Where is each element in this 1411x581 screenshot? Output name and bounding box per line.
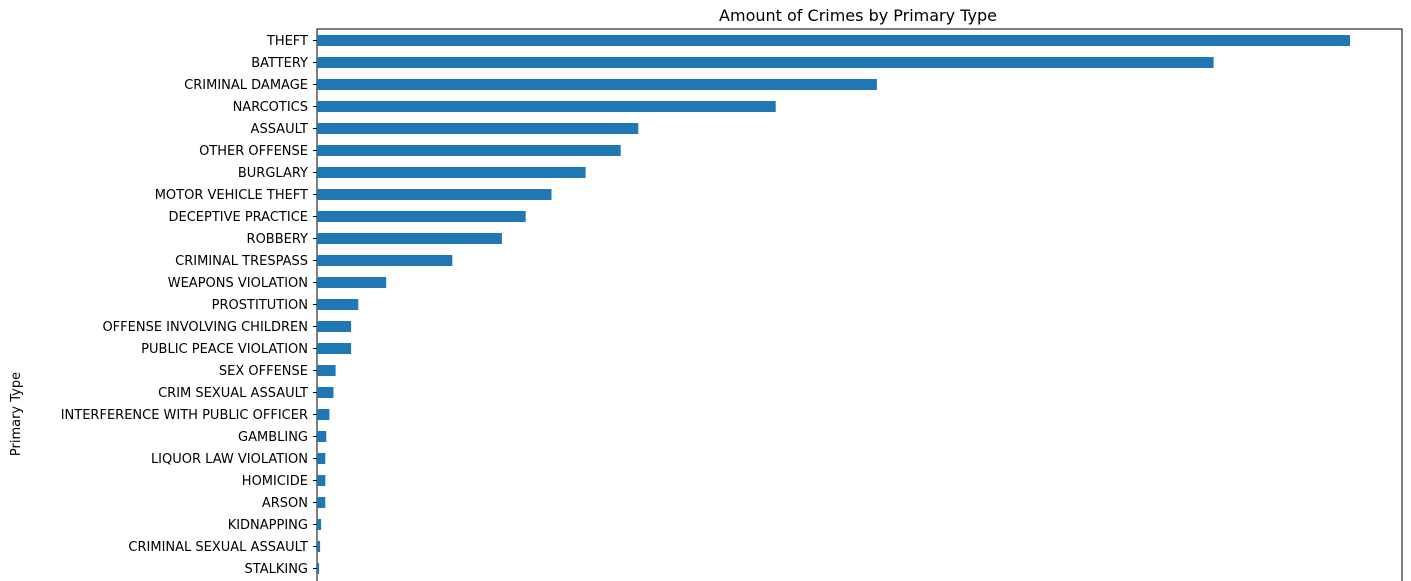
category-label: BURGLARY [238,166,308,181]
category-label: KIDNAPPING [228,518,308,533]
bar-kidnapping [317,519,322,530]
category-label: THEFT [266,34,308,49]
bar-criminal-sexual-assault [317,541,321,552]
bar-narcotics [317,101,776,112]
bar-criminal-damage [317,79,877,90]
category-label: ARSON [262,496,308,511]
bar-liquor-law-violation [317,453,326,464]
category-label: DECEPTIVE PRACTICE [168,210,308,225]
bar-public-peace-violation [317,343,352,354]
category-label: PUBLIC PEACE VIOLATION [141,342,308,357]
bar-robbery [317,233,502,244]
bar-deceptive-practice [317,211,526,222]
category-label: CRIM SEXUAL ASSAULT [158,386,308,401]
category-label: WEAPONS VIOLATION [168,276,308,291]
category-label: LIQUOR LAW VIOLATION [151,452,308,467]
bar-arson [317,497,326,508]
bar-crim-sexual-assault [317,387,334,398]
bar-criminal-trespass [317,255,453,266]
category-label: NARCOTICS [233,100,308,115]
bar-other-offense [317,145,621,156]
bar-homicide [317,475,326,486]
category-label: ASSAULT [251,122,308,137]
category-label: CRIMINAL SEXUAL ASSAULT [128,540,308,555]
category-label: CRIMINAL TRESPASS [175,254,308,269]
bar-interference-with-public-officer [317,409,330,420]
chart-title: Amount of Crimes by Primary Type [719,6,997,25]
bar-gambling [317,431,327,442]
bar-stalking [317,563,320,574]
bar-motor-vehicle-theft [317,189,552,200]
category-label: CRIMINAL DAMAGE [184,78,308,93]
bars-group [317,35,1350,574]
category-label: SEX OFFENSE [219,364,308,379]
bar-prostitution [317,299,359,310]
bar-sex-offense [317,365,336,376]
category-labels-group: THEFT BATTERY CRIMINAL DAMAGE NARCOTICS ASSA… [61,34,308,577]
bar-battery [317,57,1214,68]
category-label: OTHER OFFENSE [199,144,308,159]
y-ticks-group [313,40,317,569]
category-label: GAMBLING [238,430,308,445]
category-label: OFFENSE INVOLVING CHILDREN [102,320,308,335]
y-axis-label: Primary Type [9,372,24,456]
category-label: HOMICIDE [242,474,308,489]
bar-theft [317,35,1350,46]
category-label: PROSTITUTION [212,298,308,313]
category-label: ROBBERY [247,232,309,247]
bar-burglary [317,167,586,178]
category-label: STALKING [245,562,308,577]
category-label: INTERFERENCE WITH PUBLIC OFFICER [61,408,308,423]
bar-offense-involving-children [317,321,352,332]
category-label: MOTOR VEHICLE THEFT [155,188,308,203]
bar-assault [317,123,639,134]
bar-weapons-violation [317,277,387,288]
category-label: BATTERY [251,56,308,71]
